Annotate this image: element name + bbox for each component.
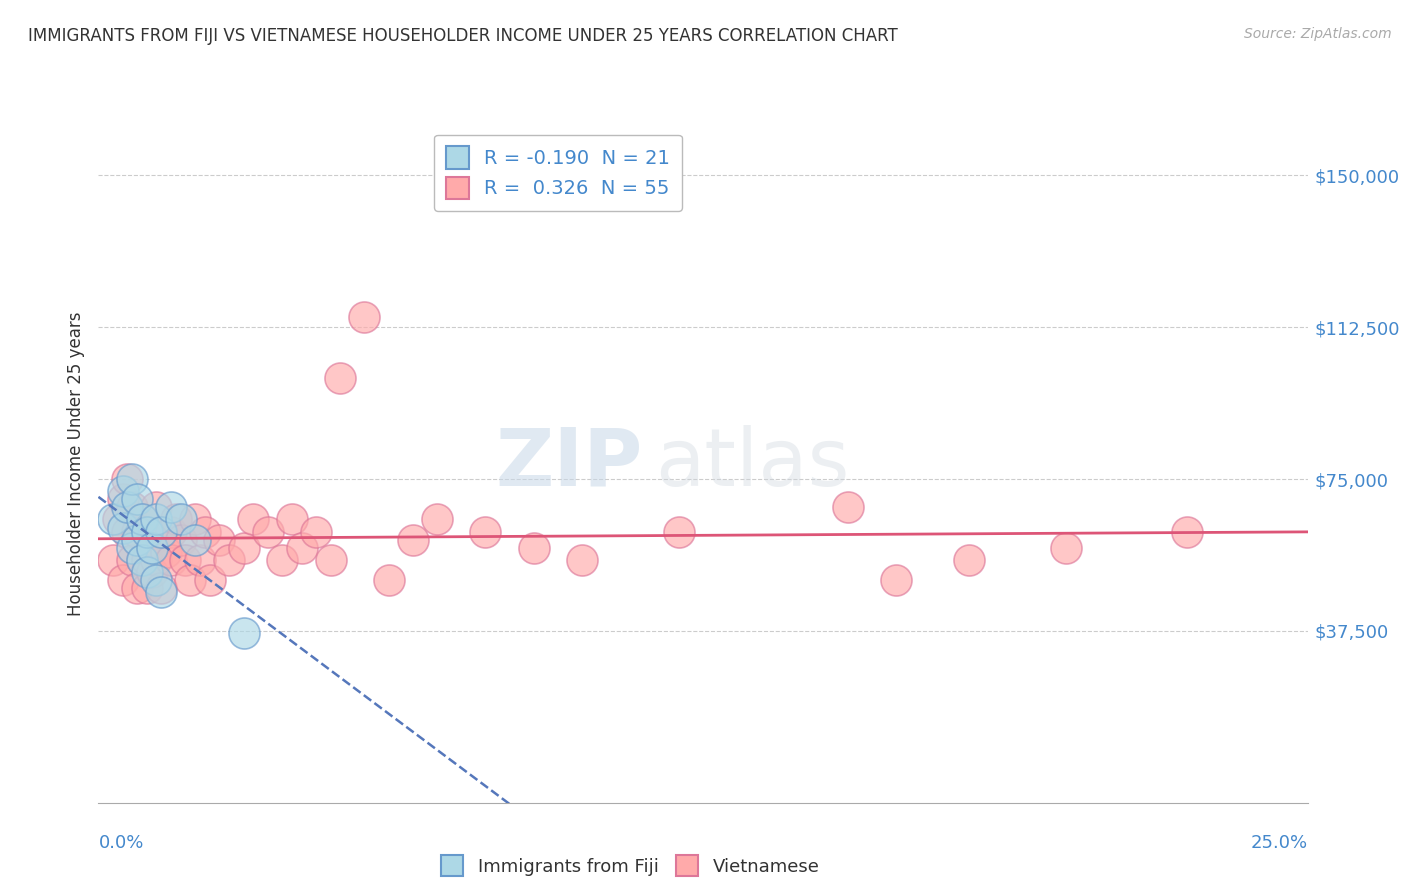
Point: [121, 472, 143, 486]
Point: [150, 582, 173, 596]
Point: [886, 573, 908, 587]
Point: [198, 573, 221, 587]
Point: [121, 500, 143, 515]
Point: [127, 582, 149, 596]
Point: [329, 371, 352, 385]
Point: [169, 512, 191, 526]
Point: [117, 500, 139, 515]
Point: [150, 524, 173, 539]
Point: [426, 512, 449, 526]
Point: [281, 512, 304, 526]
Point: [121, 553, 143, 567]
Point: [150, 585, 173, 599]
Point: [194, 524, 217, 539]
Point: [111, 492, 134, 507]
Point: [218, 553, 240, 567]
Point: [1054, 541, 1077, 555]
Point: [127, 533, 149, 547]
Point: [127, 492, 149, 507]
Point: [155, 545, 177, 559]
Point: [232, 541, 254, 555]
Point: [111, 484, 134, 499]
Point: [290, 541, 312, 555]
Point: [127, 524, 149, 539]
Point: [131, 553, 153, 567]
Point: [377, 573, 399, 587]
Text: 0.0%: 0.0%: [98, 834, 143, 852]
Point: [188, 553, 211, 567]
Point: [135, 565, 157, 579]
Point: [145, 553, 167, 567]
Point: [160, 500, 183, 515]
Point: [111, 573, 134, 587]
Point: [141, 565, 163, 579]
Point: [131, 553, 153, 567]
Point: [145, 500, 167, 515]
Point: [353, 310, 375, 325]
Point: [184, 512, 207, 526]
Point: [135, 524, 157, 539]
Point: [319, 553, 342, 567]
Point: [141, 533, 163, 547]
Point: [135, 553, 157, 567]
Point: [131, 512, 153, 526]
Point: [145, 512, 167, 526]
Point: [107, 512, 129, 526]
Point: [957, 553, 980, 567]
Point: [117, 524, 139, 539]
Legend: Immigrants from Fiji, Vietnamese: Immigrants from Fiji, Vietnamese: [433, 847, 828, 885]
Point: [1175, 524, 1198, 539]
Point: [141, 541, 163, 555]
Point: [145, 573, 167, 587]
Point: [242, 512, 264, 526]
Point: [668, 524, 690, 539]
Point: [160, 553, 183, 567]
Point: [135, 582, 157, 596]
Text: 25.0%: 25.0%: [1250, 834, 1308, 852]
Point: [169, 533, 191, 547]
Text: atlas: atlas: [655, 425, 849, 503]
Text: ZIP: ZIP: [495, 425, 643, 503]
Point: [101, 512, 124, 526]
Point: [117, 472, 139, 486]
Point: [402, 533, 425, 547]
Point: [305, 524, 328, 539]
Text: Source: ZipAtlas.com: Source: ZipAtlas.com: [1244, 27, 1392, 41]
Point: [121, 541, 143, 555]
Point: [111, 520, 134, 534]
Point: [271, 553, 294, 567]
Point: [179, 573, 201, 587]
Point: [208, 533, 231, 547]
Point: [474, 524, 496, 539]
Point: [256, 524, 278, 539]
Point: [837, 500, 859, 515]
Point: [174, 553, 197, 567]
Point: [165, 512, 187, 526]
Point: [232, 625, 254, 640]
Text: IMMIGRANTS FROM FIJI VS VIETNAMESE HOUSEHOLDER INCOME UNDER 25 YEARS CORRELATION: IMMIGRANTS FROM FIJI VS VIETNAMESE HOUSE…: [28, 27, 898, 45]
Point: [101, 553, 124, 567]
Point: [131, 512, 153, 526]
Y-axis label: Householder Income Under 25 years: Householder Income Under 25 years: [66, 311, 84, 616]
Point: [160, 524, 183, 539]
Point: [150, 524, 173, 539]
Point: [523, 541, 546, 555]
Point: [184, 533, 207, 547]
Point: [571, 553, 593, 567]
